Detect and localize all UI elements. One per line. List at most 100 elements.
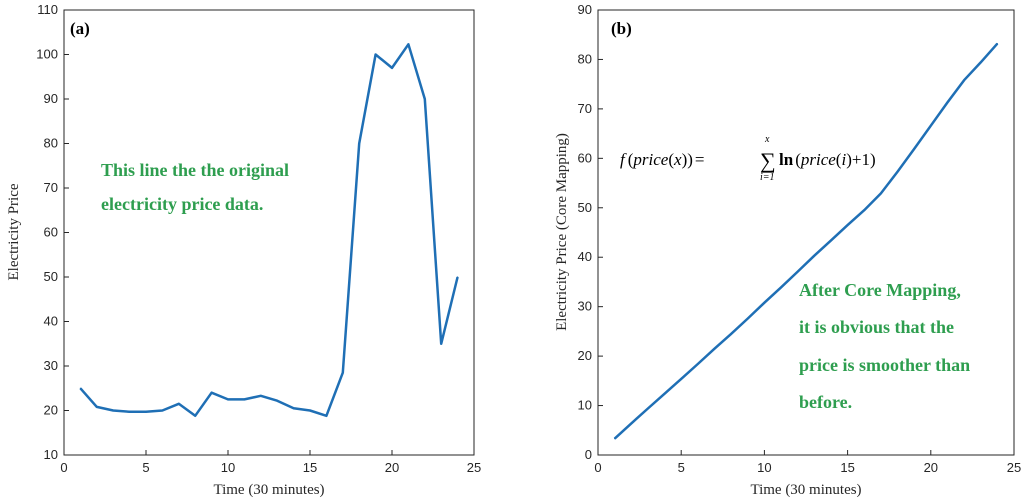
panel-b-ytick-label: 0 [585, 447, 592, 462]
panel-b-data-point [763, 302, 766, 304]
panel-a-data-point [79, 387, 81, 389]
panel-b-data-point [647, 407, 649, 410]
panel-a-xtick-label: 15 [303, 460, 317, 475]
panel-a-frame [63, 9, 475, 456]
panel-a-data-point [440, 343, 442, 345]
panel-b-data-point [896, 171, 899, 173]
formula-sum-sign: ∑ [760, 148, 776, 173]
panel-a-xtick-label: 5 [142, 460, 149, 475]
panel-a-data-point [276, 400, 278, 402]
panel-a-data-point [325, 415, 327, 417]
panel-a-annotation-line-2: electricity price data. [101, 194, 263, 214]
panel-b-annotation-line-2: it is obvious that the [799, 317, 954, 337]
panel-a-data-point [375, 53, 377, 56]
panel-a-xlabel: Time (30 minutes) [213, 482, 324, 498]
formula-lhs: f (price(x)) = [620, 150, 705, 169]
panel-b-data-point [630, 422, 632, 424]
panel-b-ytick-label: 10 [578, 398, 592, 413]
panel-b-data-point [980, 61, 982, 64]
panel-b-frame [597, 9, 1015, 456]
panel-b-data-point [847, 224, 849, 226]
panel-a-ytick-label: 10 [44, 447, 58, 462]
panel-b-ytick-label: 30 [578, 299, 592, 314]
formula-sum-upper: x [764, 134, 770, 145]
panel-a-data-point [227, 398, 229, 400]
panel-a-ytick-label: 50 [44, 269, 58, 284]
panel-a-data-point [391, 67, 393, 69]
panel-b-ytick-label: 20 [578, 348, 592, 363]
panel-a-label: (a) [70, 19, 90, 38]
panel-b-xtick-label: 10 [757, 460, 771, 475]
panel-a-ytick-label: 110 [37, 2, 58, 17]
panel-a-xtick-label: 0 [60, 460, 67, 475]
panel-a-ytick-label: 100 [36, 47, 58, 62]
panel-b-annotation-line-3: price is smoother than [799, 355, 970, 375]
panel-b-xtick-label: 15 [840, 460, 854, 475]
panel-b-ytick-label: 80 [578, 51, 592, 66]
panel-b-data-point [747, 317, 749, 320]
panel-a-series-line [79, 43, 459, 418]
panel-b-data-point [813, 255, 815, 257]
panel-b-xtick-label: 20 [924, 460, 938, 475]
panel-b-series-line [613, 42, 999, 440]
panel-b-data-point [730, 333, 732, 335]
panel-a-ylabel: Electricity Price [6, 183, 22, 280]
panel-b-annotation-line-4: before. [799, 392, 852, 412]
panel-a-data-point [309, 409, 311, 412]
panel-a-ytick-label: 20 [44, 403, 58, 418]
panel-b-data-point [713, 348, 716, 350]
panel-a-data-point [194, 415, 196, 417]
panel-b-data-point [930, 125, 932, 127]
panel-b-data-point [880, 192, 882, 195]
panel-a-data-point [358, 142, 360, 145]
panel-a-data-point [112, 409, 114, 412]
panel-a-annotation-line-1: This line the the original [101, 160, 289, 180]
panel-b: (b) Time (30 minutes) Electricity Price … [554, 2, 1021, 498]
panel-b-ytick-label: 90 [578, 2, 592, 17]
panel-b-data-point [663, 393, 666, 395]
panel-b-ylabel: Electricity Price (Core Mapping) [554, 133, 570, 331]
panel-a-data-point [211, 392, 213, 394]
panel-a-xtick-label: 25 [467, 460, 481, 475]
panel-b-data-point [996, 43, 998, 45]
panel-b-data-point [863, 209, 865, 211]
panel-b-data-point [614, 438, 616, 440]
panel-b-xtick-label: 25 [1007, 460, 1021, 475]
panel-b-data-point [946, 101, 949, 104]
panel-a-data-point [145, 411, 147, 413]
panel-a-xtick-label: 10 [221, 460, 235, 475]
panel-a-data-point [407, 43, 409, 45]
panel-a: (a) Time (30 minutes) Electricity Price … [6, 2, 481, 498]
panel-b-data-point [913, 148, 915, 150]
formula: f (price(x)) = ∑ x i=1 ln (price(i)+1) [620, 134, 876, 183]
panel-a-data-point [260, 395, 262, 397]
panel-b-ytick-label: 40 [578, 249, 592, 264]
panel-b-xtick-label: 0 [594, 460, 601, 475]
panel-a-data-point [243, 398, 245, 400]
panel-b-data-point [680, 378, 682, 380]
panel-b-xtick-label: 5 [678, 460, 685, 475]
panel-a-data-point [161, 409, 163, 412]
panel-b-ytick-label: 60 [578, 150, 592, 165]
panel-b-data-point [697, 363, 699, 365]
panel-b-ytick-label: 70 [578, 101, 592, 116]
panel-a-data-point [457, 276, 459, 278]
panel-b-annotation-line-1: After Core Mapping, [799, 280, 961, 300]
panel-a-data-point [96, 406, 98, 408]
panel-b-data-point [830, 239, 832, 242]
panel-a-xtick-label: 20 [385, 460, 399, 475]
panel-a-data-point [293, 407, 295, 409]
panel-a-ytick-label: 70 [44, 180, 58, 195]
panel-b-data-point [797, 270, 799, 273]
panel-a-ytick-label: 40 [44, 314, 58, 329]
formula-sum-lower: i=1 [760, 172, 775, 183]
panel-a-ytick-label: 90 [44, 91, 58, 106]
formula-rhs: ln (price(i)+1) [779, 150, 876, 169]
panel-b-label: (b) [611, 19, 632, 38]
panel-a-data-point [129, 411, 131, 413]
panel-a-data-point [424, 98, 426, 100]
panel-a-ytick-label: 60 [44, 225, 58, 240]
panel-b-ytick-label: 50 [578, 200, 592, 215]
panel-b-data-point [780, 286, 782, 288]
